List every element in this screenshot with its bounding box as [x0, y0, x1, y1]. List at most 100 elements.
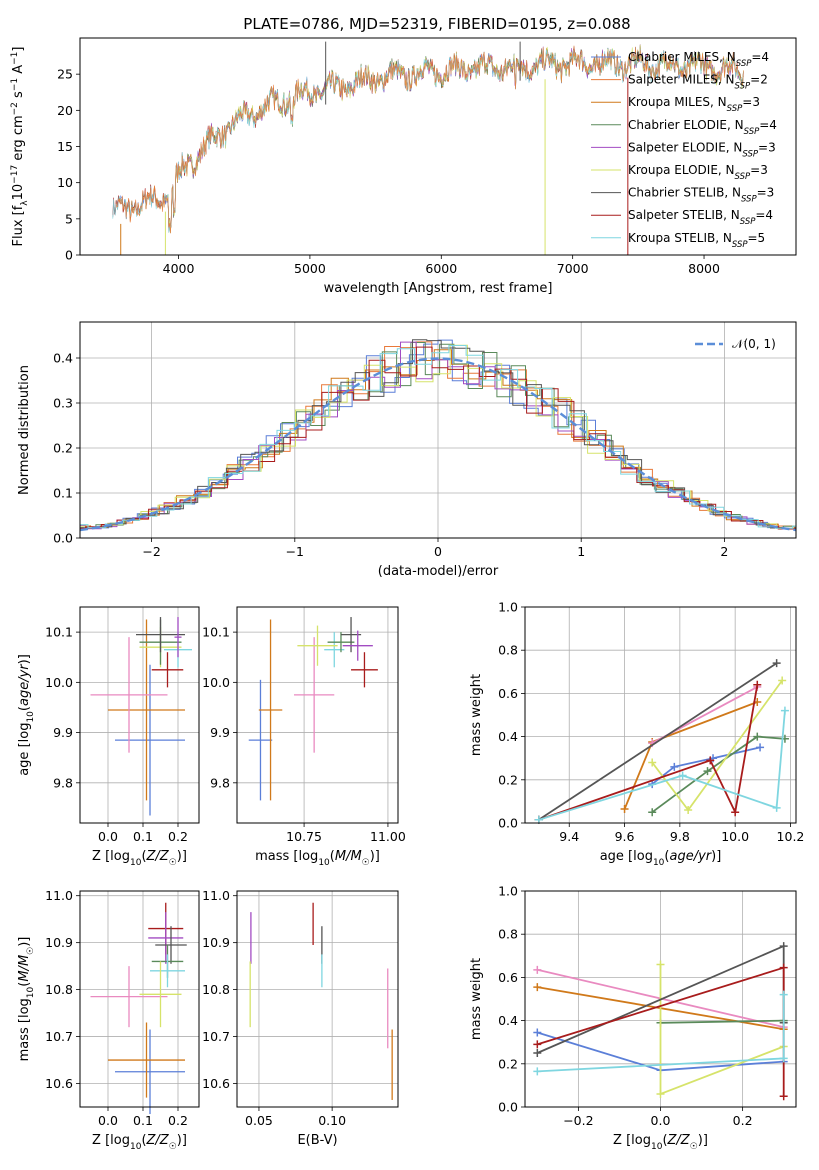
data-point — [756, 743, 765, 752]
x-tick-label: 0.0 — [98, 829, 118, 844]
data-point — [533, 1028, 542, 1037]
data-point — [772, 803, 781, 812]
axes-frame — [524, 890, 797, 1108]
panel-2: −2 −1 0 1 2 0.0 0.1 0.2 0.3 0.4 (data-model)/error… — [17, 321, 797, 579]
y-tick-label: 10.1 — [202, 625, 230, 640]
axes-frame — [524, 606, 797, 824]
series-chabrier_elodie — [660, 1019, 784, 1024]
x-tick-label: 0 — [434, 544, 442, 559]
y-tick-label: 15 — [57, 139, 73, 154]
data-point — [670, 762, 679, 771]
x-tick-label: −0.2 — [563, 1113, 593, 1128]
y-tick-label: 0.2 — [498, 1056, 518, 1071]
legend-label: Chabrier ELODIE, NSSP=4 — [628, 118, 777, 137]
data-point — [779, 1092, 788, 1101]
y-tick-label: 10.1 — [45, 625, 73, 640]
axes-frame — [236, 606, 399, 824]
x-tick-label: 9.6 — [615, 829, 635, 844]
normal-curve — [79, 357, 797, 532]
data-point — [706, 756, 715, 765]
histogram-kroupa_stelib — [80, 345, 796, 529]
x-tick-label: 10.2 — [777, 829, 805, 844]
x-tick-label: 7000 — [557, 261, 589, 276]
y-tick-label: 0.4 — [498, 729, 518, 744]
y-tick-label: 10.7 — [202, 1029, 230, 1044]
legend-label: Chabrier MILES, NSSP=4 — [628, 50, 769, 69]
panel-6: 0.0 0.1 0.2 10.6 10.7 10.8 10.9 11.0 Z [log10(Z/… — [17, 888, 200, 1152]
data-point — [778, 676, 787, 685]
legend-label: 𝒩(0, 1) — [732, 337, 776, 351]
data-point — [731, 808, 740, 817]
series-kroupa_elodie — [651, 679, 783, 812]
x-tick-label: 0.05 — [245, 1113, 273, 1128]
data-point — [753, 732, 762, 741]
series-salpeter_stelib — [538, 684, 759, 821]
data-point — [533, 1040, 542, 1049]
panel-7: 0.05 0.10 10.6 10.7 10.8 10.9 11.0 E(B-V) — [202, 888, 399, 1148]
data-point — [648, 808, 657, 817]
y-tick-label: 9.8 — [53, 775, 73, 790]
spectrum-salpeter_miles — [115, 45, 744, 234]
data-point — [780, 706, 789, 715]
y-tick-label: 0.1 — [53, 486, 73, 501]
y-tick-label: 10.6 — [45, 1076, 73, 1091]
data-point — [678, 771, 687, 780]
data-point — [779, 942, 788, 951]
x-tick-label: 5000 — [294, 261, 326, 276]
y-axis-label: mass weight — [469, 958, 484, 1040]
x-axis-label: wavelength [Angstrom, rest frame] — [324, 281, 553, 296]
data-point — [656, 1090, 665, 1099]
y-tick-label: 20 — [57, 103, 73, 118]
y-tick-label: 9.8 — [210, 775, 230, 790]
panel-5: 9.4 9.6 9.8 10.0 10.2 0.0 0.2 0.4 0.6 0.8 1.0 age [… — [469, 600, 804, 869]
data-point — [533, 1067, 542, 1076]
legend-label: Salpeter ELODIE, NSSP=3 — [628, 140, 776, 159]
figure-title: PLATE=0786, MJD=52319, FIBERID=0195, z=0… — [243, 15, 630, 33]
y-tick-label: 0 — [65, 248, 73, 263]
data-point — [533, 965, 542, 974]
x-tick-label: 11.00 — [370, 829, 406, 844]
axes-frame — [79, 37, 797, 256]
legend-label: Salpeter STELIB, NSSP=4 — [628, 208, 773, 227]
y-tick-label: 10 — [57, 175, 73, 190]
data-point — [779, 990, 788, 999]
x-tick-label: 9.4 — [559, 829, 579, 844]
data-point — [779, 963, 788, 972]
x-tick-label: 0.10 — [318, 1113, 346, 1128]
data-point — [620, 804, 629, 813]
y-tick-label: 1.0 — [498, 884, 518, 899]
y-tick-label: 10.9 — [202, 935, 230, 950]
x-axis-label: (data-model)/error — [378, 564, 499, 579]
x-tick-label: 0.2 — [168, 1113, 188, 1128]
x-tick-label: 10.75 — [286, 829, 322, 844]
x-axis-label: Z [log10(Z/Z☉)] — [613, 1133, 708, 1152]
x-tick-label: 9.8 — [670, 829, 690, 844]
x-tick-label: 6000 — [425, 261, 457, 276]
legend-label: Kroupa MILES, NSSP=3 — [628, 95, 760, 114]
x-axis-label: Z [log10(Z/Z☉)] — [92, 849, 187, 868]
histogram-chabrier_stelib — [80, 339, 796, 530]
panel-8: −0.2 0.0 0.2 0.0 0.2 0.4 0.6 0.8 1.0 Z [log10(Z/Z… — [469, 884, 797, 1152]
y-tick-label: 10.6 — [202, 1076, 230, 1091]
y-tick-label: 10.0 — [45, 675, 73, 690]
data-point — [684, 806, 693, 815]
panel-3: 0.0 0.1 0.2 9.8 9.9 10.0 10.1 Z [log10(Z/Z☉)] ag… — [17, 606, 200, 868]
y-axis-label: mass weight — [469, 674, 484, 756]
x-tick-label: 0.2 — [168, 829, 188, 844]
y-tick-label: 0.8 — [498, 643, 518, 658]
data-point — [533, 983, 542, 992]
x-tick-label: 0.0 — [98, 1113, 118, 1128]
series-chabrier_stelib — [538, 662, 778, 821]
y-tick-label: 0.4 — [498, 1013, 518, 1028]
x-tick-label: 8000 — [688, 261, 720, 276]
y-tick-label: 0.4 — [53, 351, 73, 366]
legend-label: Kroupa ELODIE, NSSP=3 — [628, 163, 768, 182]
y-tick-label: 25 — [57, 67, 73, 82]
y-tick-label: 0.6 — [498, 970, 518, 985]
legend-label: Kroupa STELIB, NSSP=5 — [628, 231, 765, 250]
data-point — [533, 1049, 542, 1057]
panel-4: 10.75 11.00 9.8 9.9 10.0 10.1 mass [log10(M/M☉… — [202, 606, 406, 868]
axes-frame — [236, 890, 399, 1108]
y-tick-label: 9.9 — [53, 725, 73, 740]
data-point — [753, 680, 762, 689]
